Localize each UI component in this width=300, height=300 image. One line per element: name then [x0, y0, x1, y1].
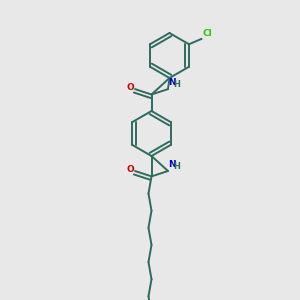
Text: N: N: [169, 78, 176, 87]
Text: H: H: [173, 162, 180, 171]
Text: N: N: [169, 160, 176, 169]
Text: Cl: Cl: [202, 29, 212, 38]
Text: O: O: [126, 165, 134, 174]
Text: H: H: [173, 80, 180, 89]
Text: O: O: [126, 83, 134, 92]
